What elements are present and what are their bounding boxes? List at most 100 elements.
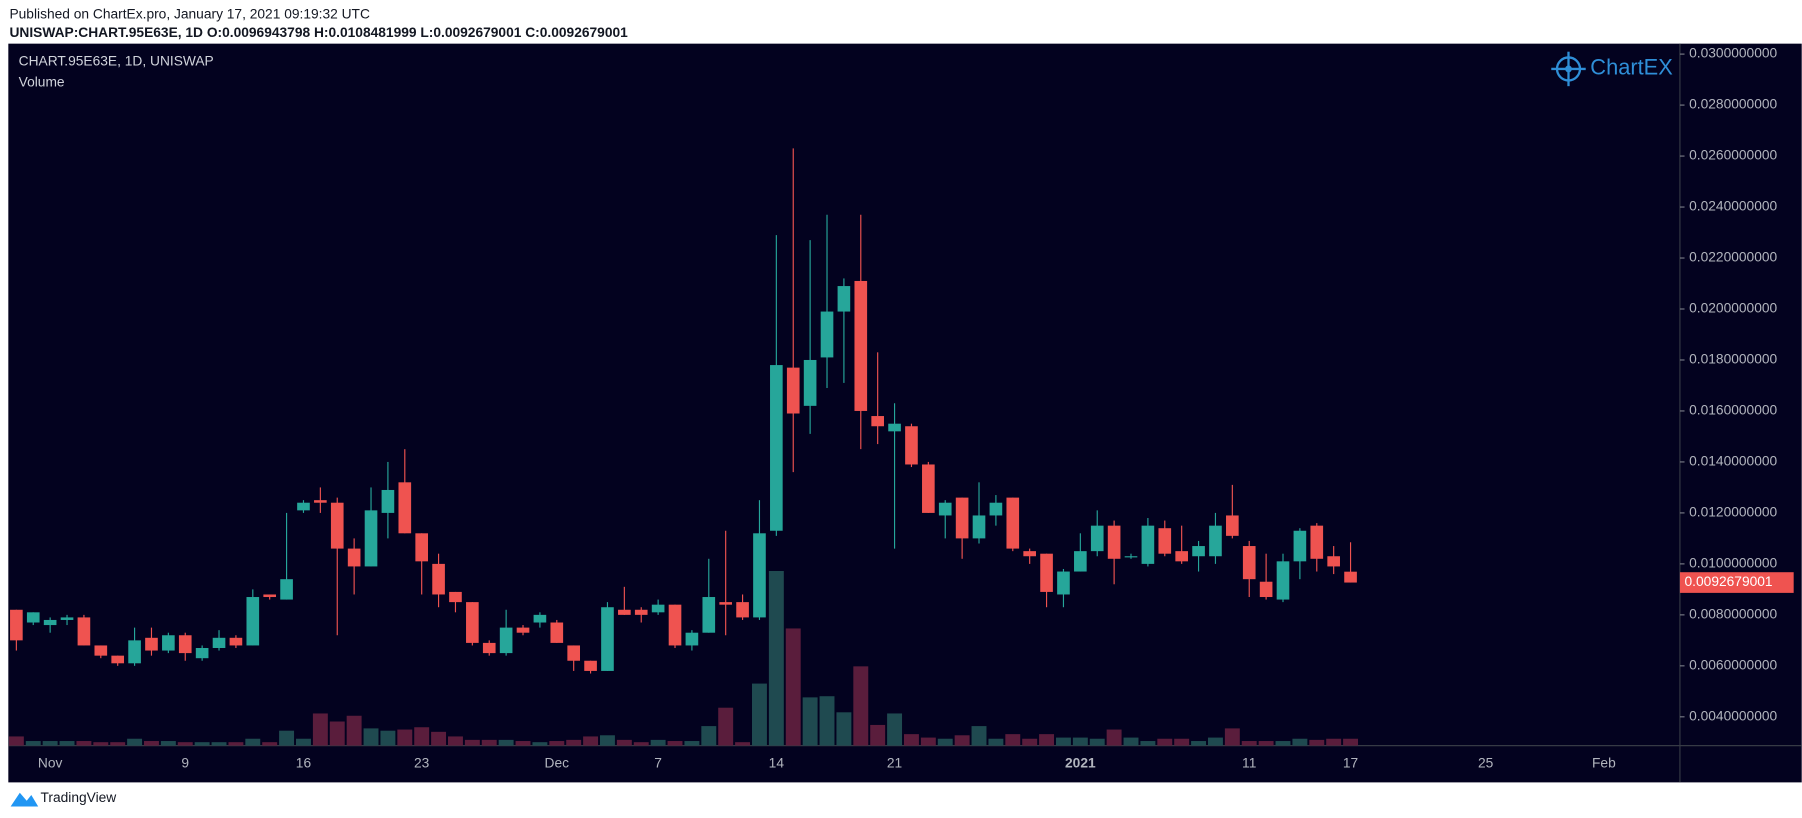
volume-bar [1005,734,1021,746]
volume-bar [1157,738,1173,746]
candle-body [1006,497,1020,549]
candle-body [1057,571,1070,595]
candle-body [212,637,226,648]
volume-bar [802,697,818,746]
y-tick-label: 0.0220000000 [1689,250,1777,265]
last-price-label: 0.0092679001 [1685,574,1773,589]
volume-bar [971,726,987,746]
volume-bar [296,738,311,746]
candle-body [601,607,614,671]
volume-bar [819,696,835,746]
x-tick-label: 16 [296,756,312,771]
volume-bar [887,713,903,746]
candle-body [415,533,429,562]
volume-bar [498,739,514,746]
y-tick-label: 0.0160000000 [1689,403,1777,418]
volume-bar [329,721,345,746]
volume-bar [1258,741,1274,746]
candle-body [10,609,23,641]
volume-bar [279,730,295,746]
candle-body [1090,525,1104,552]
volume-bar [464,739,480,746]
candle-body [128,640,141,664]
symbol-line: UNISWAP:CHART.95E63E, 1D O:0.0096943798 … [9,25,628,40]
candle-body [803,359,817,406]
candle-body [786,367,800,414]
volume-bar [836,712,852,746]
volume-bar [177,742,193,746]
volume-bar [228,742,244,746]
volume-bar [1343,738,1359,746]
candle-body [77,617,91,646]
candle-body [702,597,716,633]
volume-bar [616,739,632,746]
candle-body [26,612,40,623]
volume-bar [1292,738,1308,746]
volume-bar [211,742,227,746]
volume-bar [127,738,143,746]
candle-body [1242,546,1256,580]
candle-body [685,632,699,646]
x-tick-label: Dec [545,756,570,771]
candle-body [263,594,277,598]
volume-label: Volume [19,74,65,89]
volume-bar [144,741,159,746]
candle-body [314,500,327,503]
volume-bar [1022,738,1038,746]
volume-bar [735,742,751,746]
y-tick-label: 0.0040000000 [1689,708,1777,723]
volume-bar [363,728,379,746]
volume-bar [1241,741,1257,746]
volume-bar [262,742,278,746]
volume-bar [431,731,447,746]
x-tick-label: 2021 [1065,756,1096,771]
candle-body [1259,581,1273,598]
candle-body [297,502,310,511]
x-tick-label: 17 [1343,756,1358,771]
y-tick-label: 0.0180000000 [1689,352,1777,367]
x-tick-label: 14 [769,756,785,771]
volume-bar [1039,734,1055,746]
candle-body [347,548,361,567]
volume-bar [903,734,919,746]
volume-bar [566,739,582,746]
candle-body [1023,551,1036,557]
footer-logo [10,792,39,807]
volume-bar [988,738,1004,746]
candle-body [972,515,986,539]
volume-bar [59,741,75,746]
y-tick-label: 0.0100000000 [1689,556,1777,571]
candle-body [516,627,530,633]
volume-bar [380,730,396,746]
x-tick-label: 9 [181,756,189,771]
x-tick-label: Feb [1592,756,1616,771]
candle-body [871,416,884,427]
candle-body [550,622,564,643]
logo-icon [1551,51,1586,87]
candle-body [1124,556,1138,558]
candle-body [364,510,378,567]
volume-bar [583,736,599,746]
volume-bar [954,735,970,746]
volume-bar [1055,737,1071,746]
candle-body [1226,515,1239,536]
volume-bar [1072,737,1088,746]
candle-body [989,502,1003,516]
y-tick-label: 0.0280000000 [1689,97,1777,112]
last-price-box [1679,572,1794,593]
legend-title: CHART.95E63E, 1D, UNISWAP [19,54,214,69]
volume-bar [853,666,869,746]
candle-body [280,579,293,600]
x-tick-label: 11 [1242,756,1256,771]
candle-body [94,645,108,656]
volume-bar [1275,741,1291,746]
candle-body [955,497,969,539]
volume-bar [768,570,784,746]
candle-body [145,637,158,651]
volume-bar [515,741,531,746]
candle-body [1040,553,1053,592]
candle-body [1344,571,1357,583]
volume-bar [160,741,176,746]
volume-bar [1140,741,1156,746]
candle-body [1276,561,1290,600]
